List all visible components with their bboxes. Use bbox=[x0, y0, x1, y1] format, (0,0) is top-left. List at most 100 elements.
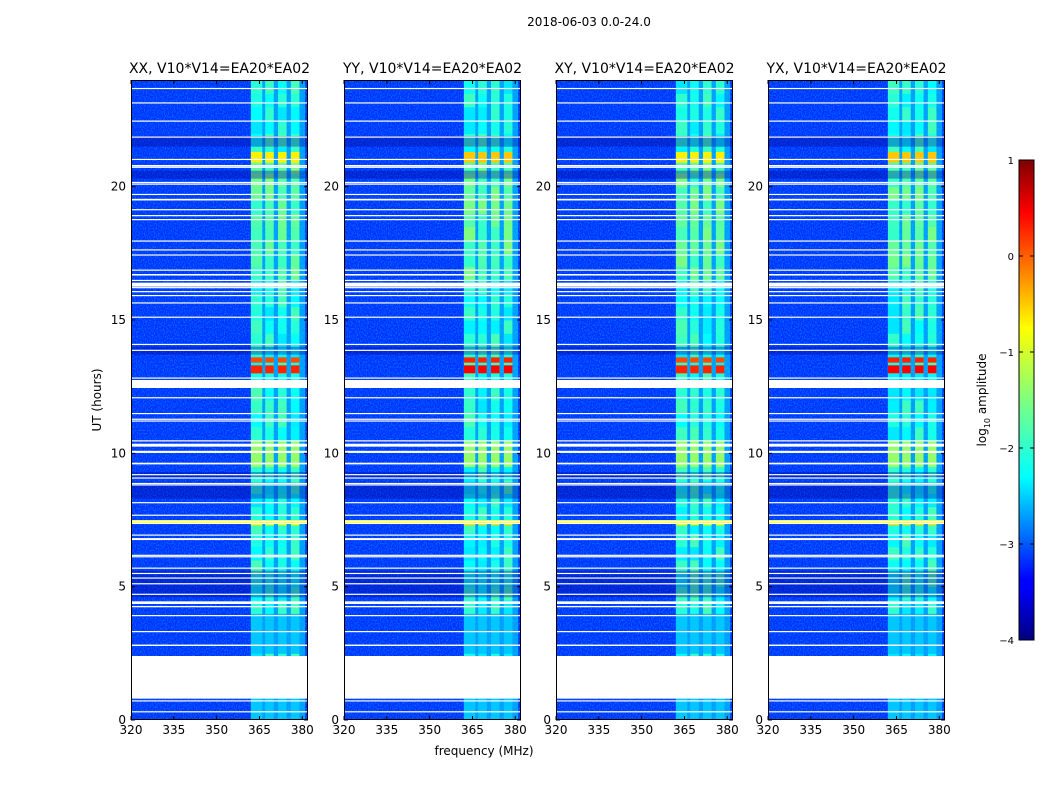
rfi-cell bbox=[265, 613, 274, 628]
rfi-cell bbox=[887, 333, 900, 348]
rfi-cell bbox=[703, 613, 712, 628]
rfi-cell bbox=[491, 320, 500, 334]
rfi-cell bbox=[715, 306, 725, 321]
flag-line bbox=[768, 136, 945, 138]
rfi-cell bbox=[690, 480, 699, 494]
rfi-cell bbox=[675, 613, 688, 628]
bright-event bbox=[902, 365, 911, 374]
rfi-cell bbox=[290, 186, 300, 201]
rfi-cell bbox=[503, 560, 513, 574]
flagged-range bbox=[556, 444, 733, 447]
rfi-cell bbox=[463, 453, 476, 468]
flag-line bbox=[768, 556, 945, 558]
bright-event bbox=[927, 152, 937, 163]
flag-line bbox=[131, 87, 308, 90]
flag-line bbox=[344, 294, 521, 297]
flag-line bbox=[344, 520, 521, 523]
rfi-cell bbox=[690, 693, 699, 708]
rfi-cell bbox=[902, 573, 911, 588]
rfi-cell bbox=[703, 493, 712, 508]
rfi-cell bbox=[265, 186, 274, 201]
rfi-cell bbox=[265, 426, 274, 441]
rfi-cell bbox=[463, 266, 476, 281]
rfi-cell bbox=[902, 266, 911, 281]
flag-line bbox=[768, 316, 945, 318]
rfi-cell bbox=[915, 266, 924, 281]
bright-event bbox=[491, 357, 500, 363]
rfi-cell bbox=[491, 493, 500, 508]
dark-stripe bbox=[131, 482, 308, 499]
rfi-cell bbox=[478, 120, 487, 134]
rfi-cell bbox=[887, 213, 900, 228]
y-tick-label: 5 bbox=[755, 580, 763, 594]
y-tick-label: 0 bbox=[543, 713, 551, 727]
flag-line bbox=[556, 420, 733, 422]
rfi-cell bbox=[503, 253, 513, 268]
flagged-range bbox=[556, 380, 733, 388]
rfi-cell bbox=[915, 186, 924, 201]
rfi-cell bbox=[250, 706, 263, 720]
rfi-cell bbox=[675, 93, 688, 108]
rfi-cell bbox=[927, 466, 937, 481]
flag-line bbox=[768, 166, 945, 168]
rfi-cell bbox=[503, 133, 513, 148]
rfi-cell bbox=[503, 493, 513, 508]
bright-event bbox=[278, 152, 287, 163]
rfi-cell bbox=[290, 93, 300, 108]
rfi-cell bbox=[250, 480, 263, 494]
rfi-cell bbox=[491, 386, 500, 401]
flag-line bbox=[344, 209, 521, 211]
rfi-cell bbox=[902, 426, 911, 441]
rfi-cell bbox=[503, 226, 513, 241]
rfi-cell bbox=[503, 280, 513, 294]
rfi-cell bbox=[250, 560, 263, 574]
rfi-cell bbox=[278, 200, 287, 214]
dark-stripe bbox=[556, 482, 733, 499]
flag-line bbox=[556, 136, 733, 138]
rfi-cell bbox=[902, 453, 911, 468]
rfi-cell bbox=[265, 440, 274, 454]
rfi-cell bbox=[715, 266, 725, 281]
y-tick-label: 10 bbox=[536, 446, 551, 460]
flagged-range bbox=[344, 380, 521, 388]
flag-line bbox=[556, 484, 733, 486]
flag-line bbox=[344, 166, 521, 168]
flag-line bbox=[768, 554, 945, 556]
rfi-cell bbox=[902, 320, 911, 334]
rfi-cell bbox=[491, 120, 500, 134]
flag-line bbox=[131, 538, 308, 541]
flag-line bbox=[131, 240, 308, 242]
rfi-cell bbox=[250, 546, 263, 561]
rfi-cell bbox=[915, 253, 924, 268]
rfi-cell bbox=[715, 293, 725, 308]
rfi-cell bbox=[250, 120, 263, 134]
rfi-cell bbox=[463, 533, 476, 548]
rfi-cell bbox=[503, 333, 513, 348]
rfi-cell bbox=[703, 93, 712, 108]
rfi-cell bbox=[250, 400, 263, 414]
flag-line bbox=[131, 279, 308, 282]
x-axis-label: frequency (MHz) bbox=[434, 744, 533, 758]
rfi-cell bbox=[927, 546, 937, 561]
rfi-cell bbox=[690, 306, 699, 321]
rfi-cell bbox=[927, 266, 937, 281]
rfi-cell bbox=[250, 493, 263, 508]
rfi-cell bbox=[715, 613, 725, 628]
rfi-cell bbox=[690, 573, 699, 588]
rfi-cell bbox=[675, 266, 688, 281]
flag-line bbox=[344, 420, 521, 422]
rfi-cell bbox=[927, 280, 937, 294]
rfi-cell bbox=[491, 213, 500, 228]
flag-line bbox=[556, 102, 733, 104]
flag-line bbox=[768, 484, 945, 486]
rfi-cell bbox=[887, 613, 900, 628]
flagged-range bbox=[131, 656, 308, 699]
rfi-cell bbox=[703, 386, 712, 401]
rfi-cell bbox=[715, 493, 725, 508]
flag-line bbox=[768, 412, 945, 415]
axes-frame bbox=[131, 80, 308, 720]
rfi-cell bbox=[250, 346, 263, 361]
rfi-cell bbox=[491, 413, 500, 428]
rfi-cell bbox=[887, 173, 900, 188]
rfi-cell bbox=[290, 173, 300, 188]
